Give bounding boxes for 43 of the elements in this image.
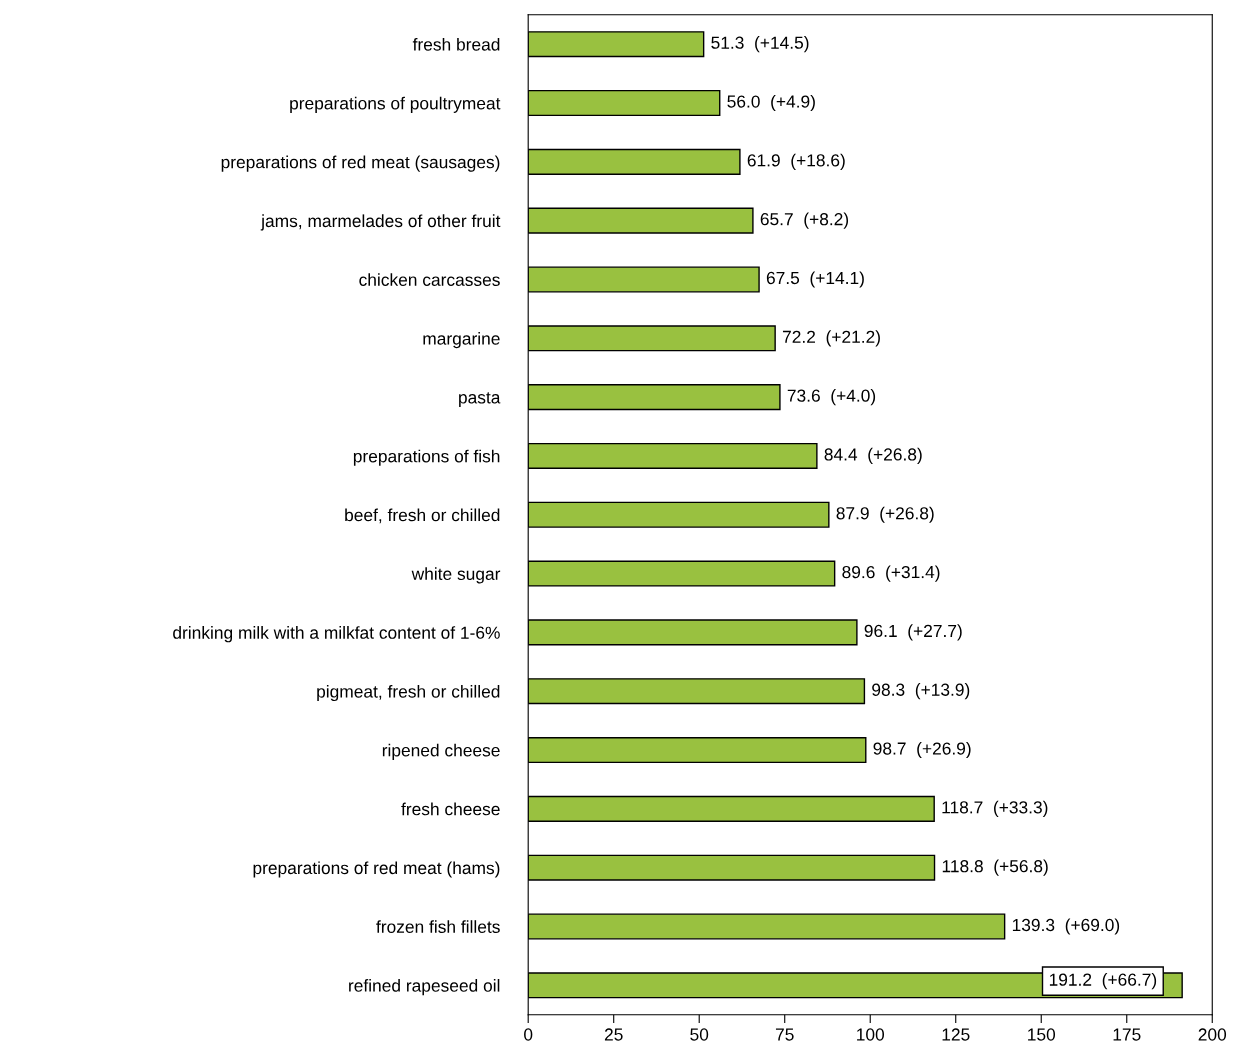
data-label: 67.5 (+14.1): [766, 271, 864, 288]
y-tick-label: preparations of fish: [353, 449, 500, 466]
y-tick-label: refined rapeseed oil: [349, 979, 500, 996]
data-label: 98.3 (+13.9): [872, 683, 970, 700]
data-label: 87.9 (+26.8): [836, 506, 934, 523]
x-tick-label: 200: [1198, 1028, 1227, 1041]
y-tick-label: preparations of red meat (sausages): [221, 155, 500, 172]
data-label: 89.6 (+31.4): [842, 565, 940, 582]
data-label: 61.9 (+18.6): [747, 153, 845, 170]
x-tick-label: 50: [690, 1028, 709, 1041]
y-tick-label: ripened cheese: [382, 743, 500, 760]
data-label: 118.7 (+33.3): [942, 800, 1048, 817]
x-tick-label: 150: [1028, 1028, 1056, 1041]
y-tick-label: margarine: [423, 332, 500, 349]
y-tick-label: fresh cheese: [401, 802, 500, 816]
y-tick-label: pigmeat, fresh or chilled: [317, 684, 500, 702]
data-label: 73.6 (+4.0): [787, 389, 876, 406]
data-label: 51.3 (+14.5): [711, 36, 809, 53]
y-tick-label: pasta: [459, 392, 501, 408]
data-label: 96.1 (+27.7): [864, 624, 962, 641]
y-tick-label: drinking milk with a milkfat content of 1-6%: [173, 626, 500, 643]
x-tick-label: 175: [1113, 1028, 1141, 1041]
data-label: 84.4 (+26.8): [824, 447, 922, 465]
y-tick-label: fresh bread: [412, 37, 500, 51]
data-label: 56.0 (+4.9): [727, 94, 815, 112]
data-label: 72.2 (+21.2): [782, 330, 880, 347]
data-label: 139.3 (+69.0): [1012, 918, 1120, 935]
y-tick-label: frozen fish fillets: [376, 920, 500, 933]
x-tick-label: 0: [524, 1028, 533, 1041]
y-tick-label: chicken carcasses: [359, 273, 500, 286]
y-tick-label: preparations of red meat (hams): [253, 861, 500, 878]
data-label: 65.7 (+8.2): [760, 212, 849, 229]
y-tick-label: preparations of poultrymeat: [290, 96, 501, 113]
y-tick-label: white sugar: [411, 567, 501, 584]
y-tick-label: beef, fresh or chilled: [345, 508, 500, 524]
x-tick-label: 125: [942, 1028, 970, 1041]
x-tick-label: 75: [775, 1028, 794, 1041]
data-label: 191.2 (+66.7): [1049, 973, 1157, 990]
data-label: 98.7 (+26.9): [873, 741, 971, 759]
x-tick-label: 100: [857, 1028, 885, 1041]
y-tick-label: jams, marmelades of other fruit: [260, 214, 501, 231]
data-label: 118.8 (+56.8): [942, 859, 1048, 876]
x-tick-label: 25: [604, 1028, 623, 1041]
